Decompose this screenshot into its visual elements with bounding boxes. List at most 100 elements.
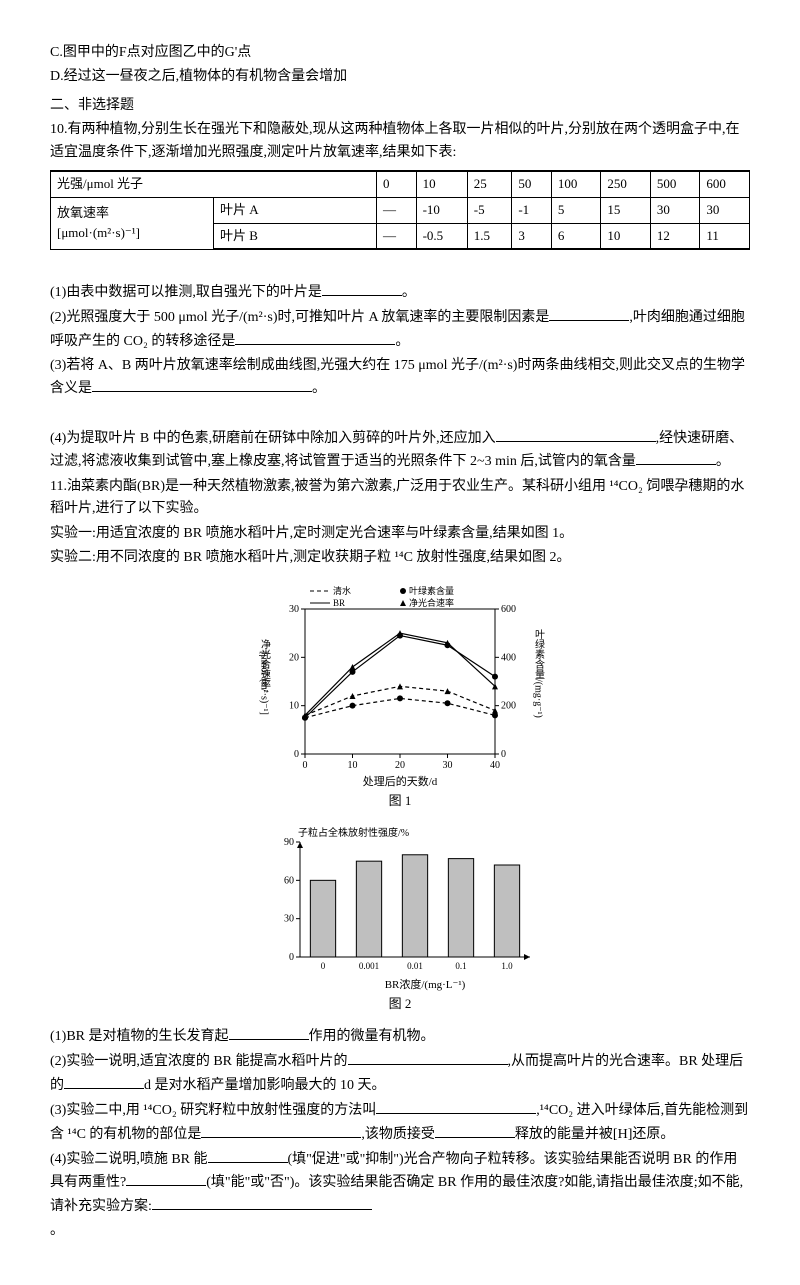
blank (229, 1025, 309, 1040)
blank (201, 1123, 361, 1138)
svg-text:90: 90 (284, 837, 294, 848)
svg-text:净光合速率: 净光合速率 (409, 597, 454, 608)
svg-text:20: 20 (395, 760, 405, 771)
svg-text:40: 40 (490, 760, 500, 771)
q10-stem: 10.有两种植物,分别生长在强光下和隐蔽处,现从这两种植物体上各取一片相似的叶片… (50, 119, 750, 164)
rb-4: 3 (512, 223, 552, 249)
th-100: 100 (551, 171, 601, 197)
ra-5: 5 (551, 197, 601, 223)
svg-text:0: 0 (289, 952, 294, 963)
th-10: 10 (416, 171, 467, 197)
fig1-chart: 01020304001020300200400600处理后的天数/d净光合速率/… (250, 579, 550, 789)
th-600: 600 (700, 171, 750, 197)
ra-4: -1 (512, 197, 552, 223)
svg-text:0.001: 0.001 (359, 961, 379, 971)
ra-3: -5 (467, 197, 512, 223)
q11-4d: 。 (50, 1220, 750, 1242)
q10-2: (2)光照强度大于 500 μmol 光子/(m²·s)时,可推知叶片 A 放氧… (50, 306, 750, 353)
svg-text:BR: BR (333, 598, 345, 608)
ra-1: — (377, 197, 417, 223)
row-label: 放氧速率 [μmol·(m²·s)⁻¹] (51, 197, 214, 249)
q10-4: (4)为提取叶片 B 中的色素,研磨前在研钵中除加入剪碎的叶片外,还应加入,经快… (50, 427, 750, 474)
q11-2c: d 是对水稻产量增加影响最大的 10 天。 (144, 1078, 386, 1093)
th-light: 光强/μmol 光子 (51, 171, 377, 197)
blank (208, 1148, 288, 1163)
ra-0: 叶片 A (214, 197, 377, 223)
q11-2a: (2)实验一说明,适宜浓度的 BR 能提高水稻叶片的 (50, 1054, 348, 1069)
q10-1b: 。 (402, 285, 416, 300)
blank (64, 1074, 144, 1089)
q11-3c: ,该物质接受 (361, 1127, 435, 1142)
rb-8: 11 (700, 223, 750, 249)
q10-1: (1)由表中数据可以推测,取自强光下的叶片是 。 (50, 281, 750, 304)
th-250: 250 (601, 171, 651, 197)
svg-text:10: 10 (289, 701, 299, 712)
q10-4c: 。 (716, 454, 730, 469)
rb-2: -0.5 (416, 223, 467, 249)
q10-1a: (1)由表中数据可以推测,取自强光下的叶片是 (50, 285, 322, 300)
th-25: 25 (467, 171, 512, 197)
q11-1b: 作用的微量有机物。 (309, 1029, 435, 1044)
rb-1: — (377, 223, 417, 249)
svg-text:叶绿素含量: 叶绿素含量 (409, 585, 454, 596)
th-0: 0 (377, 171, 417, 197)
svg-text:0: 0 (303, 760, 308, 771)
svg-text:200: 200 (501, 701, 516, 712)
ra-8: 30 (700, 197, 750, 223)
q10-3: (3)若将 A、B 两叶片放氧速率绘制成曲线图,光强大约在 175 μmol 光… (50, 355, 750, 401)
svg-text:600: 600 (501, 604, 516, 615)
svg-text:清水: 清水 (333, 585, 351, 596)
q10-4a: (4)为提取叶片 B 中的色素,研磨前在研钵中除加入剪碎的叶片外,还应加入 (50, 431, 496, 446)
ra-6: 15 (601, 197, 651, 223)
svg-text:1.0: 1.0 (501, 961, 513, 971)
svg-text:20: 20 (289, 653, 299, 664)
svg-text:子粒占全株放射性强度/%: 子粒占全株放射性强度/% (298, 826, 409, 839)
rb-0: 叶片 B (214, 223, 377, 249)
rb-3: 1.5 (467, 223, 512, 249)
th-50: 50 (512, 171, 552, 197)
svg-text:400: 400 (501, 653, 516, 664)
q10-table: 光强/μmol 光子 0 10 25 50 100 250 500 600 放氧… (50, 170, 750, 250)
table-row-a: 放氧速率 [μmol·(m²·s)⁻¹] 叶片 A — -10 -5 -1 5 … (51, 197, 750, 223)
ra-7: 30 (650, 197, 700, 223)
blank (348, 1050, 508, 1065)
fig1-caption: 图 1 (50, 791, 750, 812)
q11-4: (4)实验二说明,喷施 BR 能(填"促进"或"抑制")光合产物向子粒转移。该实… (50, 1148, 750, 1218)
blank (636, 450, 716, 465)
q11-4a: (4)实验二说明,喷施 BR 能 (50, 1152, 208, 1167)
q10-3b: 。 (312, 381, 326, 396)
svg-text:BR浓度/(mg·L⁻¹): BR浓度/(mg·L⁻¹) (385, 977, 466, 991)
rb-6: 10 (601, 223, 651, 249)
section-2-heading: 二、非选择题 (50, 95, 750, 117)
svg-text:30: 30 (284, 914, 294, 925)
svg-text:叶绿素含量/(mg·g⁻¹): 叶绿素含量/(mg·g⁻¹) (533, 629, 545, 718)
blank (376, 1099, 536, 1114)
q11-3a: (3)实验二中,用 ¹⁴CO₂ 研究籽粒中放射性强度的方法叫 (50, 1103, 376, 1118)
svg-text:0.1: 0.1 (455, 961, 466, 971)
blank (92, 377, 312, 392)
table-header-row: 光强/μmol 光子 0 10 25 50 100 250 500 600 (51, 171, 750, 197)
q10-2a: (2)光照强度大于 500 μmol 光子/(m²·s)时,可推知叶片 A 放氧… (50, 310, 549, 325)
q11-intro: 11.油菜素内酯(BR)是一种天然植物激素,被誉为第六激素,广泛用于农业生产。某… (50, 476, 750, 521)
rb-5: 6 (551, 223, 601, 249)
th-500: 500 (650, 171, 700, 197)
fig2-chart: 030609000.0010.010.11.0BR浓度/(mg·L⁻¹)子粒占全… (260, 822, 540, 992)
blank (152, 1195, 372, 1210)
svg-text:30: 30 (443, 760, 453, 771)
figure-1: 01020304001020300200400600处理后的天数/d净光合速率/… (50, 579, 750, 812)
q11-exp2: 实验二:用不同浓度的 BR 喷施水稻叶片,测定收获期子粒 ¹⁴C 放射性强度,结… (50, 547, 750, 569)
svg-text:0: 0 (294, 749, 299, 760)
q11-1: (1)BR 是对植物的生长发育起作用的微量有机物。 (50, 1025, 750, 1048)
blank (322, 281, 402, 296)
blank (549, 306, 629, 321)
blank (126, 1171, 206, 1186)
svg-text:0: 0 (321, 961, 326, 971)
svg-text:处理后的天数/d: 处理后的天数/d (363, 774, 438, 788)
svg-text:30: 30 (289, 604, 299, 615)
q11-exp1: 实验一:用适宜浓度的 BR 喷施水稻叶片,定时测定光合速率与叶绿素含量,结果如图… (50, 523, 750, 545)
ra-2: -10 (416, 197, 467, 223)
q11-3d: 释放的能量并被[H]还原。 (515, 1127, 674, 1142)
rb-7: 12 (650, 223, 700, 249)
svg-text:10: 10 (348, 760, 358, 771)
svg-text:0: 0 (501, 749, 506, 760)
